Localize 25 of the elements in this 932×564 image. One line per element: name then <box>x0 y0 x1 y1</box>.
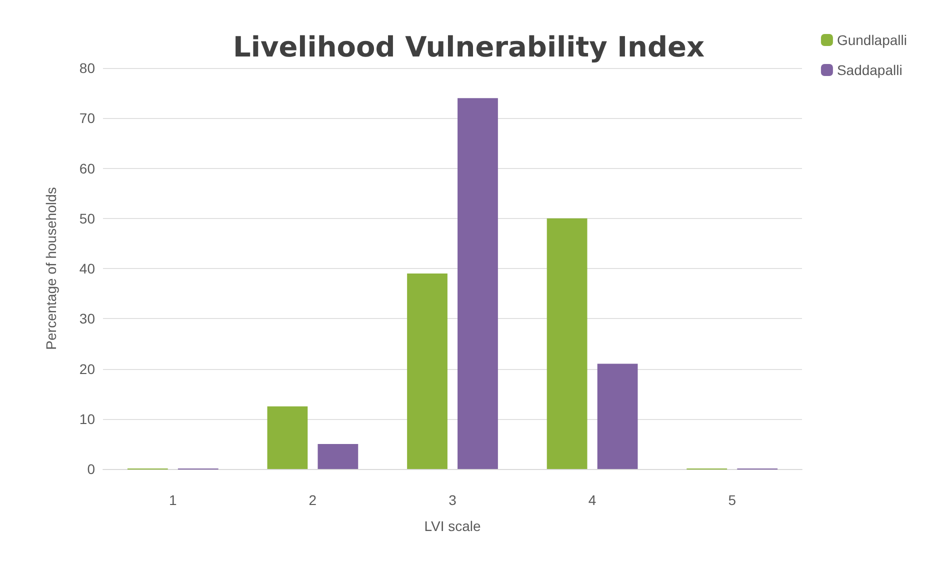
legend-label: Gundlapalli <box>836 32 908 48</box>
x-tick-label: 2 <box>308 492 317 508</box>
legend-label: Saddapalli <box>836 62 902 78</box>
y-tick-label: 70 <box>79 110 96 126</box>
x-tick-label: 5 <box>728 492 736 508</box>
y-tick-label: 50 <box>79 210 96 226</box>
y-tick-label: 30 <box>79 310 96 327</box>
bar <box>407 274 448 469</box>
y-tick-label: 20 <box>79 360 96 377</box>
chart-title: Livelihood Vulnerability Index <box>233 30 705 64</box>
y-tick-label: 60 <box>79 160 96 176</box>
y-tick-label: 0 <box>87 461 96 477</box>
bar <box>267 406 308 469</box>
bar <box>318 444 358 469</box>
x-tick-label: 4 <box>588 492 596 508</box>
x-axis-title: LVI scale <box>424 518 481 534</box>
bar <box>458 98 498 469</box>
bar <box>546 218 588 469</box>
x-tick-label: 1 <box>169 492 177 508</box>
x-tick-label: 3 <box>448 492 457 508</box>
y-tick-label: 40 <box>79 260 96 276</box>
y-axis-title: Percentage of households <box>43 187 59 350</box>
y-tick-label: 10 <box>79 410 96 427</box>
bar <box>597 364 638 469</box>
y-tick-label: 80 <box>79 60 96 76</box>
